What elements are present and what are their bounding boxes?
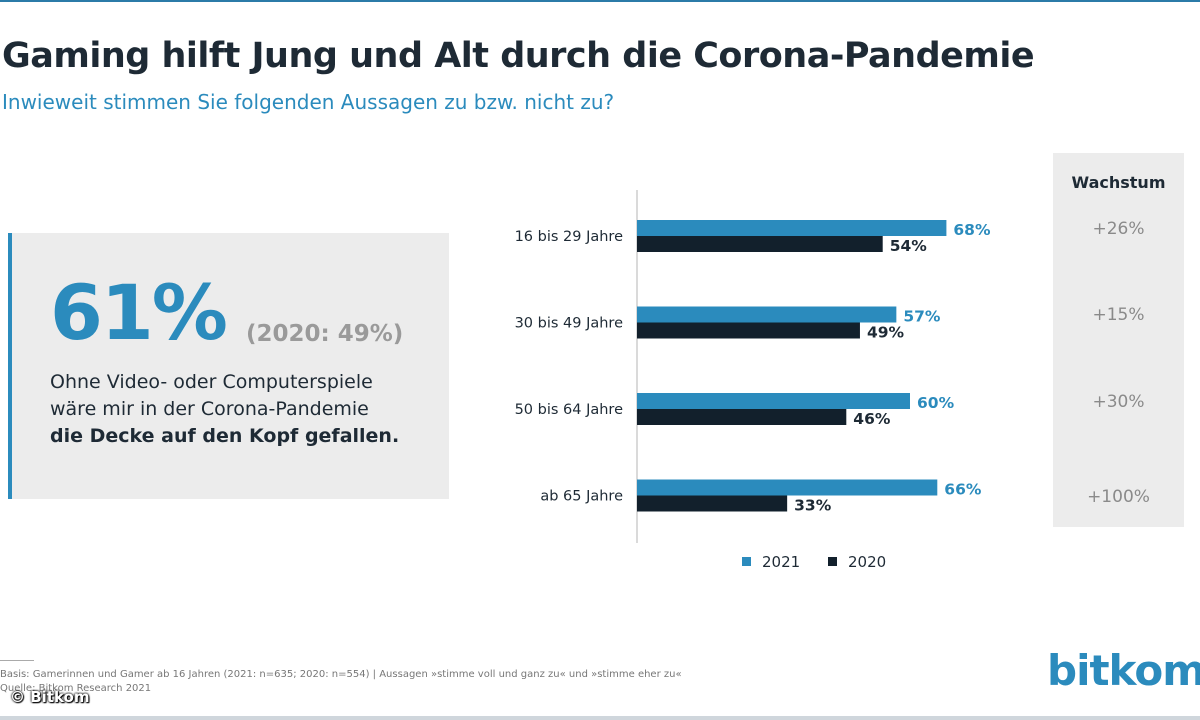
growth-header: Wachstum <box>1071 173 1166 192</box>
legend-swatch-2021 <box>742 557 751 566</box>
growth-value: +26% <box>1092 219 1145 239</box>
statement-line-2: wäre mir in der Corona-Pandemie <box>50 398 369 420</box>
legend-label: 2020 <box>848 553 886 571</box>
bitkom-logo: bitkom <box>1047 646 1200 695</box>
bar-2020-1 <box>637 322 860 339</box>
footnote-source: Quelle: Bitkom Research 2021 <box>0 683 152 694</box>
category-label: ab 65 Jahre <box>540 489 623 505</box>
footnote-basis: Basis: Gamerinnen und Gamer ab 16 Jahren… <box>0 669 682 680</box>
category-label: 50 bis 64 Jahre <box>515 402 624 418</box>
data-label: 49% <box>867 324 905 342</box>
top-rule <box>0 0 1200 2</box>
highlight-statement: Ohne Video- oder Computerspiele wäre mir… <box>50 369 440 450</box>
chart-title: Gaming hilft Jung und Alt durch die Coro… <box>2 36 1035 76</box>
bar-2020-2 <box>637 409 847 425</box>
chart-subtitle: Inwieweit stimmen Sie folgenden Aussagen… <box>2 90 615 114</box>
statement-line-3: die Decke auf den Kopf gefallen. <box>50 425 400 447</box>
bar-2020-3 <box>637 495 788 512</box>
category-label: 30 bis 49 Jahre <box>515 316 624 332</box>
highlight-box: 61% (2020: 49%) Ohne Video- oder Compute… <box>8 233 449 499</box>
legend-label: 2021 <box>762 553 800 571</box>
data-label: 54% <box>890 237 928 255</box>
growth-panel: Wachstum +26% +15% +30% +100% <box>1053 153 1184 527</box>
bottom-rule <box>0 716 1200 720</box>
footer-rule <box>0 660 34 661</box>
data-label: 33% <box>794 497 832 515</box>
data-label: 68% <box>953 221 991 239</box>
data-label: 46% <box>853 410 891 428</box>
statement-line-1: Ohne Video- oder Computerspiele <box>50 371 373 393</box>
footnote: Basis: Gamerinnen und Gamer ab 16 Jahren… <box>0 668 760 696</box>
bar-2021-1 <box>637 306 897 323</box>
legend-swatch-2020 <box>828 557 837 566</box>
highlight-accent-bar <box>8 233 12 499</box>
growth-value: +15% <box>1092 305 1145 325</box>
highlight-value: 61% <box>50 268 228 357</box>
copyright-watermark: © Bitkom <box>10 688 90 706</box>
category-label: 16 bis 29 Jahre <box>515 229 624 245</box>
data-label: 66% <box>944 481 982 499</box>
bar-2020-0 <box>637 236 883 252</box>
bar-2021-2 <box>637 393 910 409</box>
data-label: 57% <box>903 308 941 326</box>
bar-chart: 16 bis 29 Jahre 68%54%30 bis 49 Jahre 57%4… <box>515 190 991 571</box>
data-label: 60% <box>917 394 955 412</box>
growth-value: +100% <box>1087 487 1150 507</box>
bar-2021-0 <box>637 220 947 236</box>
highlight-previous-value: (2020: 49%) <box>246 321 404 347</box>
bar-2021-3 <box>637 479 938 496</box>
growth-value: +30% <box>1092 392 1145 412</box>
